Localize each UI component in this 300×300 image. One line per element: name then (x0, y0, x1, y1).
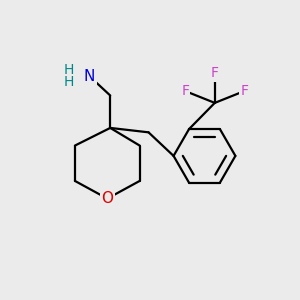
Text: N: N (84, 69, 95, 84)
Text: O: O (101, 191, 113, 206)
Text: F: F (211, 66, 219, 80)
Text: F: F (181, 84, 189, 98)
Text: H: H (64, 64, 74, 77)
Text: H: H (64, 75, 74, 89)
Text: F: F (240, 84, 248, 98)
